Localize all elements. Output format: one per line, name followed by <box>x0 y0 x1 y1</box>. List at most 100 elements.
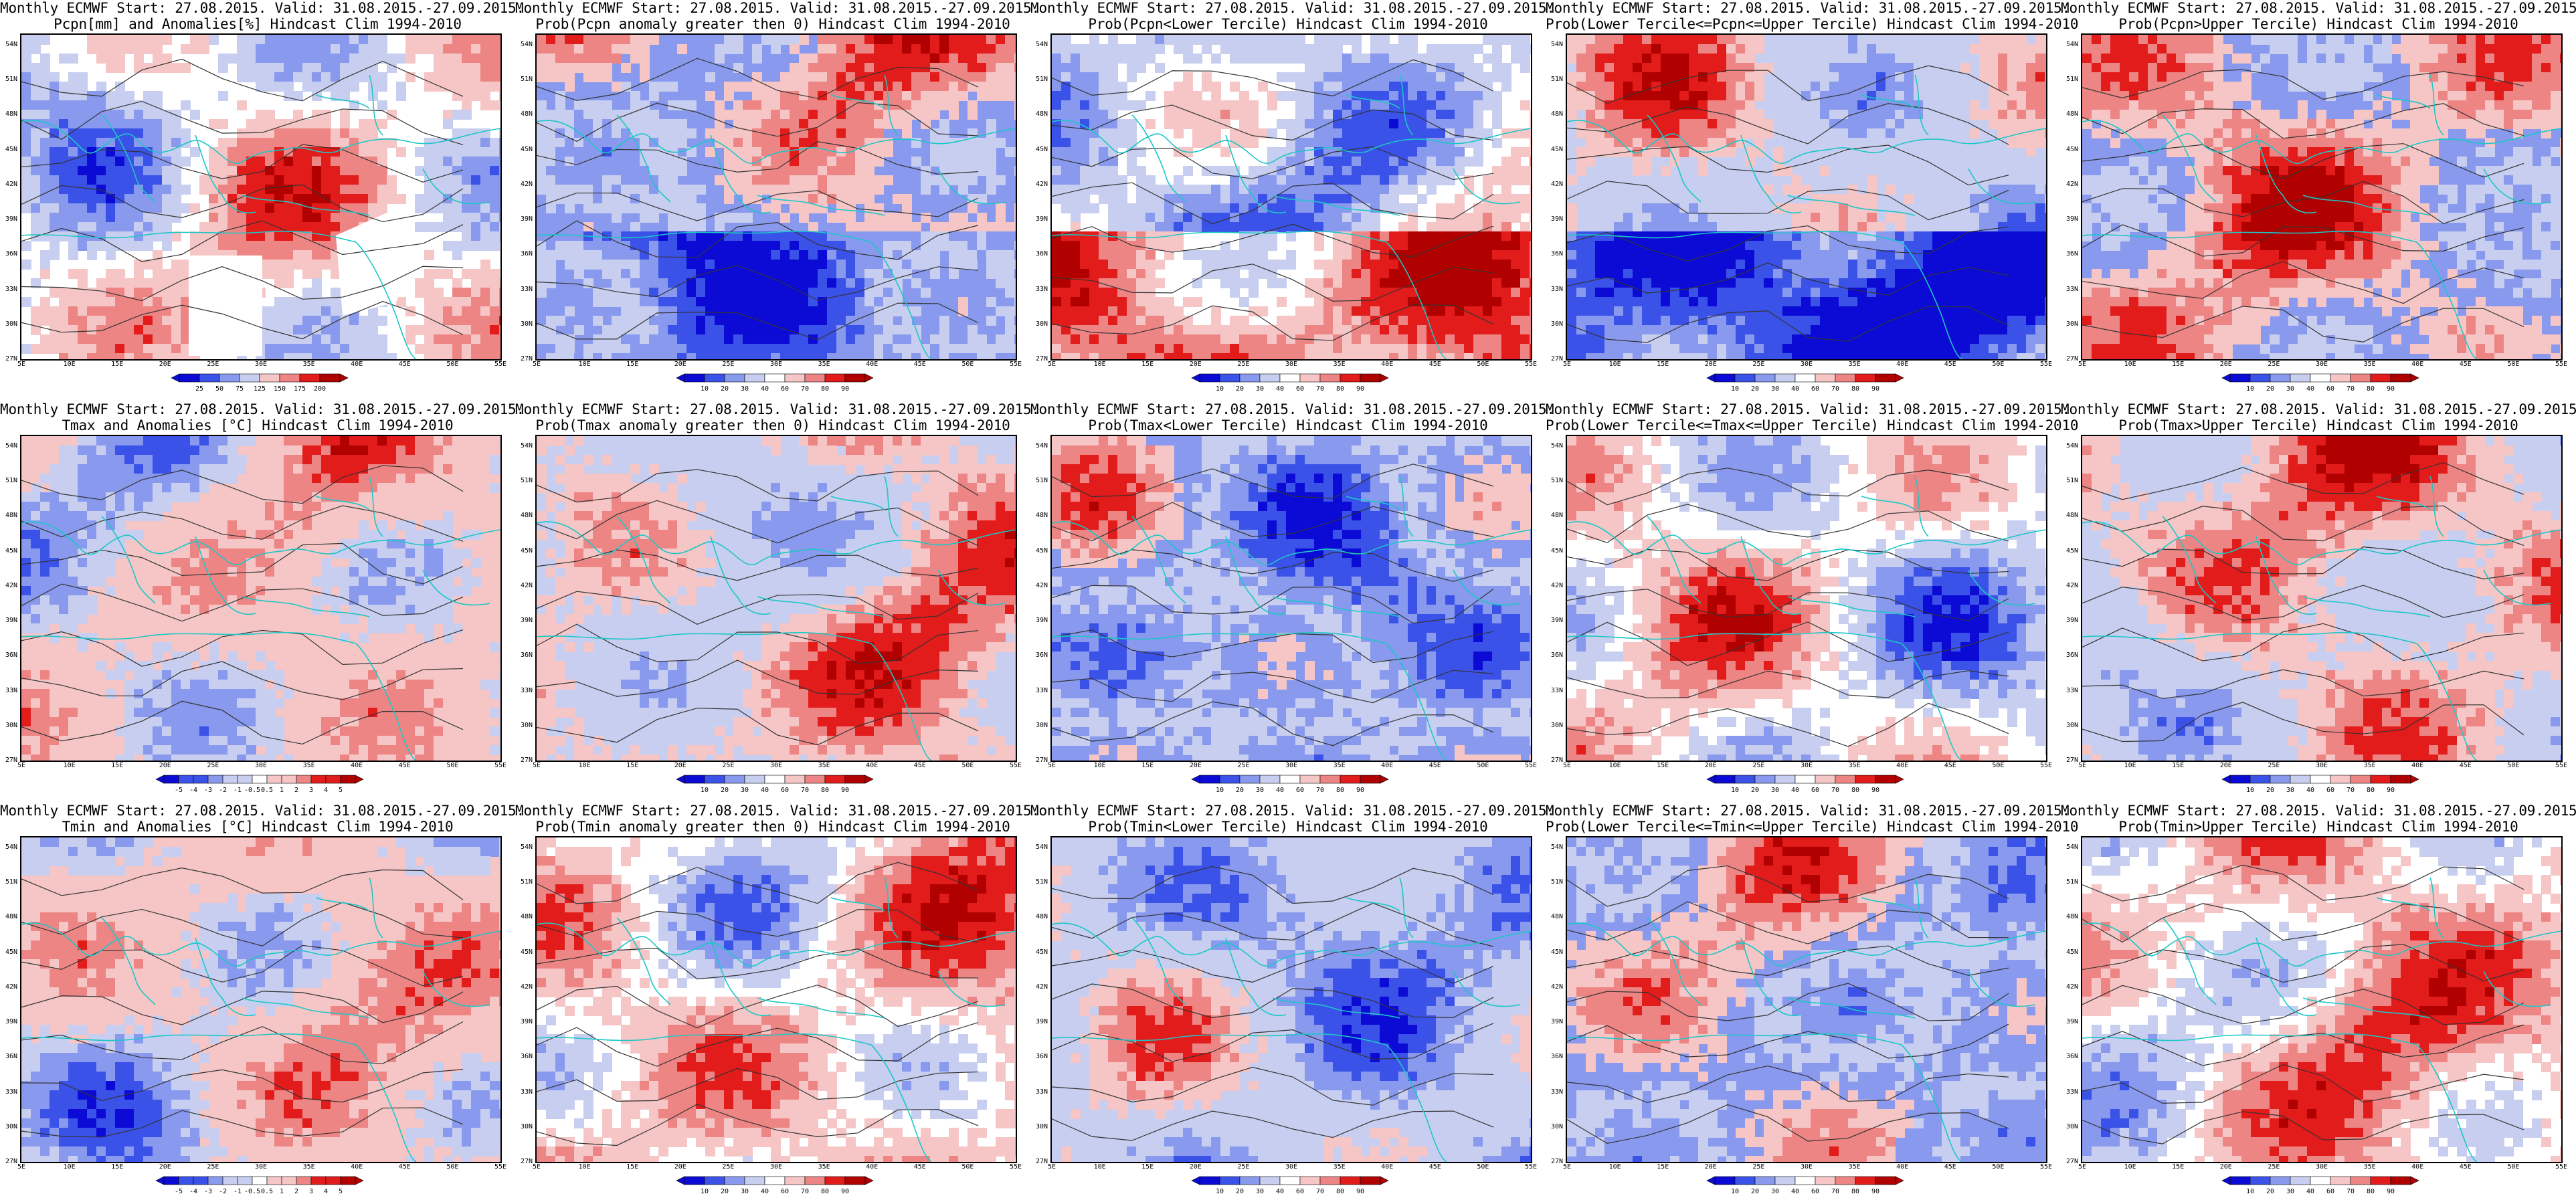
lat-tick-label: 33N <box>0 687 17 694</box>
lon-tick-label: 15E <box>111 361 123 368</box>
colorbar <box>1191 1176 1389 1185</box>
lat-tick-label: 54N <box>515 41 533 48</box>
lat-tick-label: 45N <box>1030 547 1048 555</box>
lat-tick-label: 51N <box>1546 478 1563 484</box>
lon-tick-label: 55E <box>2040 1164 2052 1171</box>
colorbar-label: 60 <box>781 1188 789 1195</box>
map-panel-pcpn-middle: Monthly ECMWF Start: 27.08.2015. Valid: … <box>1546 0 2079 401</box>
lon-tick-label: 40E <box>1896 763 1908 769</box>
lon-tick-label: 55E <box>2555 763 2567 769</box>
lat-tick-label: 48N <box>1546 914 1563 920</box>
lat-tick-label: 30N <box>1546 1123 1563 1130</box>
lon-tick-label: 15E <box>1657 361 1669 368</box>
lat-tick-label: 39N <box>1546 1019 1563 1025</box>
lon-tick-label: 5E <box>1563 1164 1571 1171</box>
lat-tick-label: 27N <box>1030 1159 1048 1165</box>
lat-tick-label: 42N <box>2061 582 2078 589</box>
colorbar-label: 20 <box>721 787 729 794</box>
colorbar-label: 90 <box>1871 385 1879 393</box>
lat-tick-label: 27N <box>1546 757 1563 764</box>
colorbar-label: 30 <box>741 385 749 393</box>
lon-tick-label: 45E <box>2460 1164 2472 1171</box>
lon-tick-label: 25E <box>207 361 219 368</box>
lon-tick-label: 25E <box>207 763 219 769</box>
colorbar-label: 30 <box>1771 787 1779 794</box>
lon-tick-label: 50E <box>2507 361 2519 368</box>
lon-tick-label: 10E <box>1609 361 1621 368</box>
lat-tick-label: 27N <box>0 1159 17 1165</box>
map-field <box>535 836 1017 1163</box>
colorbar-label: 80 <box>2367 385 2375 393</box>
colorbar-label: 40 <box>1276 1188 1284 1195</box>
lon-tick-label: 15E <box>2172 361 2184 368</box>
colorbar-label: 1 <box>280 1188 284 1195</box>
panel-title-line1: Monthly ECMWF Start: 27.08.2015. Valid: … <box>1546 803 2070 819</box>
lon-tick-label: 25E <box>2268 763 2280 769</box>
lat-tick-label: 42N <box>1030 181 1048 188</box>
colorbar-label: 90 <box>2387 1188 2395 1195</box>
lon-tick-label: 25E <box>207 1164 219 1171</box>
lon-tick-label: 55E <box>2555 1164 2567 1171</box>
lon-tick-label: 5E <box>1048 763 1056 769</box>
colorbar <box>155 775 364 784</box>
colorbar-label: 70 <box>1831 385 1839 393</box>
colorbar-label: 2 <box>294 787 298 794</box>
lon-tick-label: 50E <box>1992 361 2004 368</box>
colorbar-label: 80 <box>1336 1188 1344 1195</box>
colorbar-label: 60 <box>781 385 789 393</box>
colorbar-label: 10 <box>2246 787 2254 794</box>
colorbar-label: -5 <box>175 787 183 794</box>
colorbar-label: 20 <box>2266 787 2274 794</box>
lat-tick-label: 42N <box>0 582 17 589</box>
lon-tick-label: 35E <box>1849 763 1861 769</box>
lon-tick-label: 40E <box>2411 1164 2423 1171</box>
map-panel-pcpn-upper: Monthly ECMWF Start: 27.08.2015. Valid: … <box>2061 0 2576 401</box>
colorbar-label: 0.5 <box>261 787 273 794</box>
colorbar-label: 80 <box>821 385 829 393</box>
lat-tick-label: 33N <box>1030 1088 1048 1096</box>
lat-tick-label: 30N <box>515 1123 533 1130</box>
lon-tick-label: 55E <box>1010 1164 1022 1171</box>
colorbar <box>171 373 349 383</box>
map-panel-tmin-lower: Monthly ECMWF Start: 27.08.2015. Valid: … <box>1030 803 1555 1204</box>
lon-tick-label: 50E <box>446 1164 458 1171</box>
colorbar-label: 10 <box>1216 385 1224 393</box>
lat-tick-label: 48N <box>2061 111 2078 118</box>
lat-tick-label: 48N <box>1546 111 1563 118</box>
lon-tick-label: 30E <box>1801 1164 1813 1171</box>
colorbar-label: 60 <box>1811 1188 1819 1195</box>
colorbar-label: -5 <box>175 1188 183 1195</box>
lat-tick-label: 30N <box>515 722 533 729</box>
colorbar-label: 80 <box>1336 385 1344 393</box>
lat-tick-label: 48N <box>515 914 533 920</box>
colorbar-label: 80 <box>1851 1188 1859 1195</box>
colorbar-label: 20 <box>1751 1188 1759 1195</box>
lon-tick-label: 10E <box>1609 1164 1621 1171</box>
colorbar-label: 4 <box>324 1188 328 1195</box>
lat-tick-label: 42N <box>2061 983 2078 991</box>
lon-tick-label: 30E <box>1801 763 1813 769</box>
colorbar-label: -2 <box>219 787 227 794</box>
colorbar-label: 1 <box>280 787 284 794</box>
panel-title-line2: Prob(Tmax<Lower Tercile) Hindcast Clim 1… <box>1030 417 1546 433</box>
map-field <box>1566 435 2047 762</box>
lon-tick-label: 5E <box>2078 763 2086 769</box>
lat-tick-label: 48N <box>0 512 17 519</box>
lon-tick-label: 45E <box>914 1164 926 1171</box>
map-panel-pcpn-lower: Monthly ECMWF Start: 27.08.2015. Valid: … <box>1030 0 1555 401</box>
lon-tick-label: 5E <box>2078 1164 2086 1171</box>
map-field <box>1566 836 2047 1163</box>
colorbar-label: -4 <box>189 787 197 794</box>
map-panel-tmax-anom: Monthly ECMWF Start: 27.08.2015. Valid: … <box>0 401 525 803</box>
colorbar <box>676 775 874 784</box>
lat-tick-label: 36N <box>515 251 533 258</box>
colorbar-label: 60 <box>1296 1188 1304 1195</box>
lat-tick-label: 42N <box>1546 582 1563 589</box>
lat-tick-label: 51N <box>0 76 17 83</box>
lat-tick-label: 51N <box>1030 879 1048 886</box>
lat-tick-label: 42N <box>1546 983 1563 991</box>
lon-tick-label: 30E <box>2316 763 2328 769</box>
lon-tick-label: 10E <box>579 361 591 368</box>
lat-tick-label: 36N <box>2061 652 2078 659</box>
lat-tick-label: 39N <box>515 1019 533 1025</box>
